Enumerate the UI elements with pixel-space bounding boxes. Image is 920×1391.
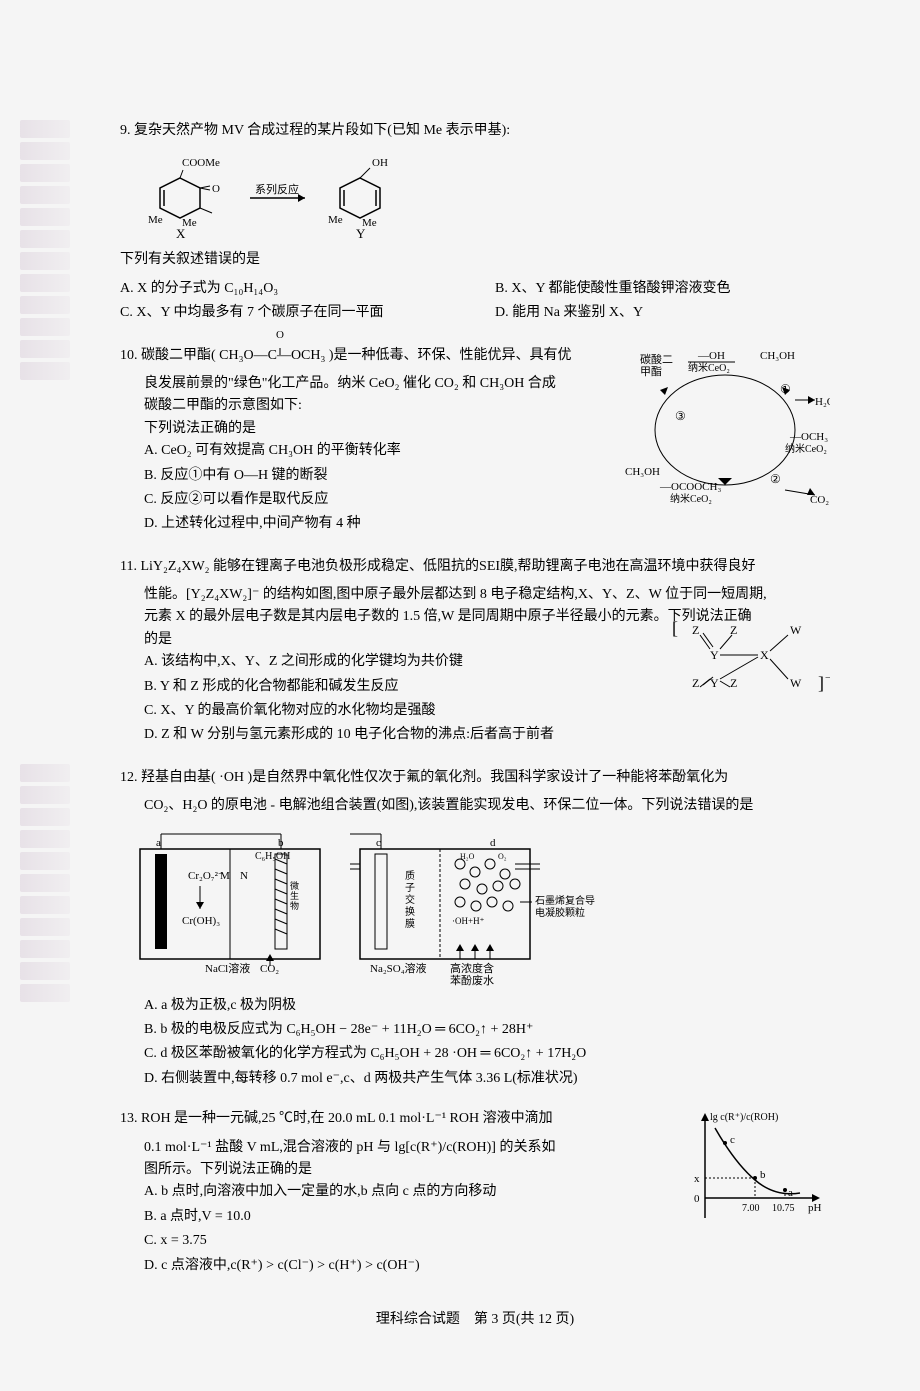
svg-text:交: 交 bbox=[405, 893, 415, 906]
svg-text:Z: Z bbox=[730, 676, 737, 690]
q11-structure-diagram: [ ] − Z Z W Y X Y Z Z W bbox=[670, 619, 830, 699]
svg-text:Na₂SO₄溶液: Na₂SO₄溶液 bbox=[370, 961, 427, 975]
svg-text:②: ② bbox=[770, 472, 781, 486]
q11-stem-c: 元素 X 的最外层电子数是其内层电子数的 1.5 倍,W 是同周期中原子半径最小… bbox=[144, 606, 830, 628]
svg-text:c: c bbox=[730, 1134, 735, 1146]
svg-text:CH₃OH: CH₃OH bbox=[625, 466, 660, 478]
y-oh: OH bbox=[372, 157, 388, 169]
x-coome: COOMe bbox=[182, 157, 220, 169]
q10-bond: ‖ bbox=[278, 346, 281, 358]
svg-text:高浓度含: 高浓度含 bbox=[450, 961, 494, 975]
q12-device-diagram: a Cr₂O₇²⁻ Cr(OH)₃ M N NaCl溶液 b C₆H₅OH 微 … bbox=[120, 824, 830, 989]
svg-text:lg c(R⁺)/c(ROH): lg c(R⁺)/c(ROH) bbox=[710, 1112, 778, 1123]
svg-text:b: b bbox=[760, 1169, 766, 1181]
svg-text:CO₂: CO₂ bbox=[810, 494, 829, 505]
question-9: 9. 复杂天然产物 MV 合成过程的某片段如下(已知 Me 表示甲基): COO… bbox=[120, 120, 830, 327]
svg-text:质: 质 bbox=[405, 870, 415, 882]
svg-text:苯酚废水: 苯酚废水 bbox=[450, 973, 494, 987]
svg-text:a: a bbox=[788, 1187, 793, 1199]
q9-reaction-svg: COOMe O Me Me X 系列反应 OH Me Me Y bbox=[120, 148, 440, 243]
svg-text:甲酯: 甲酯 bbox=[640, 365, 662, 378]
q12-opt-d: D. 右侧装置中,每转移 0.7 mol e⁻,c、d 两极共产生气体 3.36… bbox=[144, 1068, 830, 1090]
svg-text:]: ] bbox=[818, 673, 824, 693]
svg-text:0: 0 bbox=[694, 1193, 700, 1205]
q11-stem-a: 11. LiY₂Z₄XW₂ 能够在锂离子电池负极形成稳定、低阻抗的SEI膜,帮助… bbox=[120, 556, 830, 578]
svg-text:C₆H₅OH: C₆H₅OH bbox=[255, 851, 290, 862]
svg-text:生: 生 bbox=[290, 890, 299, 901]
question-10: 碳酸二 甲酯 —OH 纳米CeO₂ CH₃OH ① H₂O —OCH₃ 纳米Ce… bbox=[120, 345, 830, 538]
svg-text:③: ③ bbox=[675, 409, 686, 423]
svg-text:—OCOOCH₃: —OCOOCH₃ bbox=[659, 481, 721, 493]
question-11: 11. LiY₂Z₄XW₂ 能够在锂离子电池负极形成稳定、低阻抗的SEI膜,帮助… bbox=[120, 556, 830, 749]
svg-text:石墨烯复合导: 石墨烯复合导 bbox=[535, 894, 595, 907]
x-o: O bbox=[212, 183, 220, 195]
q11-opt-d: D. Z 和 W 分别与氢元素形成的 10 电子化合物的沸点:后者高于前者 bbox=[144, 724, 830, 746]
svg-text:CH₃OH: CH₃OH bbox=[760, 350, 795, 362]
svg-text:X: X bbox=[760, 648, 769, 662]
q12-stem-a: 12. 羟基自由基( ·OH )是自然界中氧化性仅次于氟的氧化剂。我国科学家设计… bbox=[120, 767, 830, 789]
q12-opt-b: B. b 极的电极反应式为 C₆H₅OH − 28e⁻ + 11H₂O ═ 6C… bbox=[144, 1019, 830, 1041]
svg-text:电凝胶颗粒: 电凝胶颗粒 bbox=[535, 906, 585, 919]
q13-opt-d: D. c 点溶液中,c(R⁺) > c(Cl⁻) > c(H⁺) > c(OH⁻… bbox=[144, 1255, 830, 1277]
svg-text:·OH+H⁺: ·OH+H⁺ bbox=[452, 916, 485, 926]
q9-substem: 下列有关叙述错误的是 bbox=[120, 249, 830, 271]
q12-opt-c: C. d 极区苯酚被氧化的化学方程式为 C₆H₅OH + 28 ·OH ═ 6C… bbox=[144, 1043, 830, 1065]
svg-text:子: 子 bbox=[405, 882, 415, 894]
q13-graph: lg c(R⁺)/c(ROH) pH c b a x 0 7.00 10.75 bbox=[680, 1108, 830, 1238]
q10-o: O bbox=[276, 329, 284, 341]
svg-text:−: − bbox=[825, 673, 830, 684]
svg-text:Y: Y bbox=[710, 648, 719, 662]
x-me1: Me bbox=[148, 214, 163, 226]
svg-text:pH: pH bbox=[808, 1202, 822, 1214]
question-12: 12. 羟基自由基( ·OH )是自然界中氧化性仅次于氟的氧化剂。我国科学家设计… bbox=[120, 767, 830, 1090]
svg-text:10.75: 10.75 bbox=[772, 1203, 795, 1214]
svg-text:M: M bbox=[220, 870, 230, 882]
q10-opt-d: D. 上述转化过程中,中间产物有 4 种 bbox=[144, 513, 830, 535]
y-me1: Me bbox=[328, 214, 343, 226]
x-label: X bbox=[176, 226, 186, 241]
q9-stem: 9. 复杂天然产物 MV 合成过程的某片段如下(已知 Me 表示甲基): bbox=[120, 120, 830, 142]
page-footer: 理科综合试题 第 3 页(共 12 页) bbox=[120, 1309, 830, 1331]
q9-opt-b: B. X、Y 都能使酸性重铬酸钾溶液变色 bbox=[495, 278, 830, 300]
svg-text:膜: 膜 bbox=[405, 918, 415, 930]
q9-diagram: COOMe O Me Me X 系列反应 OH Me Me Y bbox=[120, 148, 830, 243]
q12-opt-a: A. a 极为正极,c 极为阴极 bbox=[144, 995, 830, 1017]
q9-opt-a: A. X 的分子式为 C₁₀H₁₄O₃ bbox=[120, 278, 455, 300]
arrow-label: 系列反应 bbox=[255, 182, 299, 196]
svg-text:Cr(OH)₃: Cr(OH)₃ bbox=[182, 915, 220, 927]
svg-text:—OH: —OH bbox=[697, 350, 725, 362]
svg-text:—OCH₃: —OCH₃ bbox=[789, 431, 828, 443]
svg-text:O₂: O₂ bbox=[498, 852, 507, 861]
svg-text:d: d bbox=[490, 837, 496, 849]
y-label: Y bbox=[356, 226, 366, 241]
svg-text:x: x bbox=[694, 1173, 700, 1185]
svg-text:纳米CeO₂: 纳米CeO₂ bbox=[670, 492, 712, 505]
q11-opt-c: C. X、Y 的最高价氧化物对应的水化物均是强酸 bbox=[144, 700, 830, 722]
q9-opt-d: D. 能用 Na 来鉴别 X、Y bbox=[495, 302, 830, 324]
svg-text:纳米CeO₂: 纳米CeO₂ bbox=[785, 442, 827, 455]
question-13: lg c(R⁺)/c(ROH) pH c b a x 0 7.00 10.75 … bbox=[120, 1108, 830, 1279]
svg-text:7.00: 7.00 bbox=[742, 1203, 760, 1214]
svg-text:a: a bbox=[156, 837, 161, 849]
svg-text:碳酸二: 碳酸二 bbox=[640, 352, 673, 366]
svg-text:纳米CeO₂: 纳米CeO₂ bbox=[688, 361, 730, 374]
q9-opt-c: C. X、Y 中均最多有 7 个碳原子在同一平面 bbox=[120, 302, 455, 324]
svg-text:NaCl溶液: NaCl溶液 bbox=[205, 961, 250, 975]
svg-text:c: c bbox=[376, 837, 381, 849]
svg-text:H₂O: H₂O bbox=[460, 852, 475, 861]
q11-stem-b: 性能。[Y₂Z₄XW₂]⁻ 的结构如图,图中原子最外层都达到 8 电子稳定结构,… bbox=[144, 584, 830, 606]
svg-text:Cr₂O₇²⁻: Cr₂O₇²⁻ bbox=[188, 870, 224, 882]
svg-text:Z: Z bbox=[692, 676, 699, 690]
page-edge-decoration bbox=[20, 120, 70, 1006]
svg-text:N: N bbox=[240, 870, 248, 882]
svg-text:换: 换 bbox=[405, 905, 415, 918]
q12-stem-b: CO₂、H₂O 的原电池 - 电解池组合装置(如图),该装置能实现发电、环保二位… bbox=[144, 795, 830, 817]
svg-text:W: W bbox=[790, 676, 802, 690]
svg-text:H₂O: H₂O bbox=[815, 396, 830, 408]
q10-cycle-diagram: 碳酸二 甲酯 —OH 纳米CeO₂ CH₃OH ① H₂O —OCH₃ 纳米Ce… bbox=[620, 345, 830, 505]
svg-text:W: W bbox=[790, 623, 802, 637]
svg-text:微: 微 bbox=[290, 880, 299, 891]
svg-text:物: 物 bbox=[290, 900, 299, 911]
